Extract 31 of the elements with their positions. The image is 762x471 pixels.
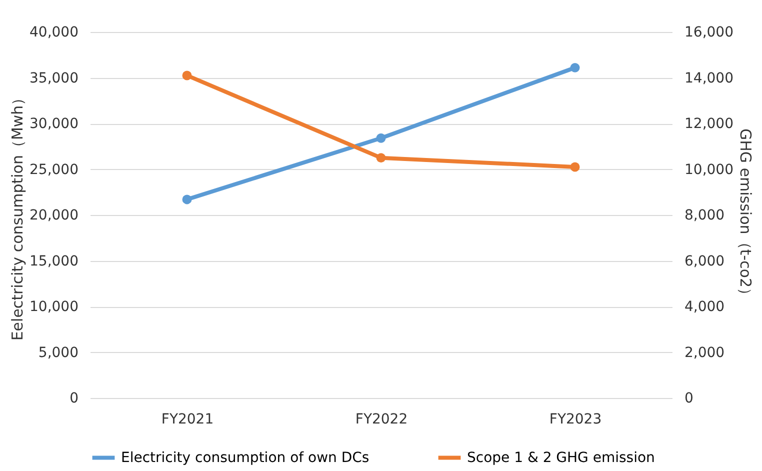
y-tick-label: 25,000 <box>30 162 78 178</box>
point <box>570 62 580 72</box>
x-tick-label: FY2023 <box>549 412 602 428</box>
y-tick-label: 30,000 <box>30 116 78 132</box>
point <box>182 70 192 80</box>
y-axis-title: Eelectricity consumption（Mwh） <box>8 90 27 341</box>
y2-tick-label: 14,000 <box>684 70 734 86</box>
x-tick-label: FY2021 <box>161 412 214 428</box>
y-tick-label: 0 <box>70 390 78 406</box>
legend-label: Scope 1 & 2 GHG emission <box>467 450 655 466</box>
point <box>570 162 580 172</box>
point <box>376 153 386 163</box>
y2-tick-label: 8,000 <box>684 208 725 224</box>
y2-tick-label: 6,000 <box>684 253 725 270</box>
y2-tick-label: 2,000 <box>684 344 725 361</box>
y2-tick-label: 10,000 <box>684 162 734 178</box>
y2-tick-label: 0 <box>684 390 694 406</box>
y2-tick-label: 16,000 <box>684 24 734 40</box>
y-tick-label: 35,000 <box>30 70 78 86</box>
y-tick-label: 20,000 <box>30 208 78 224</box>
y-tick-label: 5,000 <box>38 344 78 361</box>
y-tick-label: 10,000 <box>30 299 78 315</box>
legend-label: Electricity consumption of own DCs <box>121 450 370 466</box>
point <box>182 194 192 204</box>
point <box>376 133 386 143</box>
x-tick-label: FY2022 <box>355 412 408 428</box>
y-tick-label: 15,000 <box>30 253 78 270</box>
y2-tick-label: 12,000 <box>684 116 734 132</box>
y2-tick-label: 4,000 <box>684 299 725 315</box>
y2-axis-title: GHG emission（t-co2） <box>736 128 754 303</box>
y-tick-label: 40,000 <box>30 24 78 40</box>
